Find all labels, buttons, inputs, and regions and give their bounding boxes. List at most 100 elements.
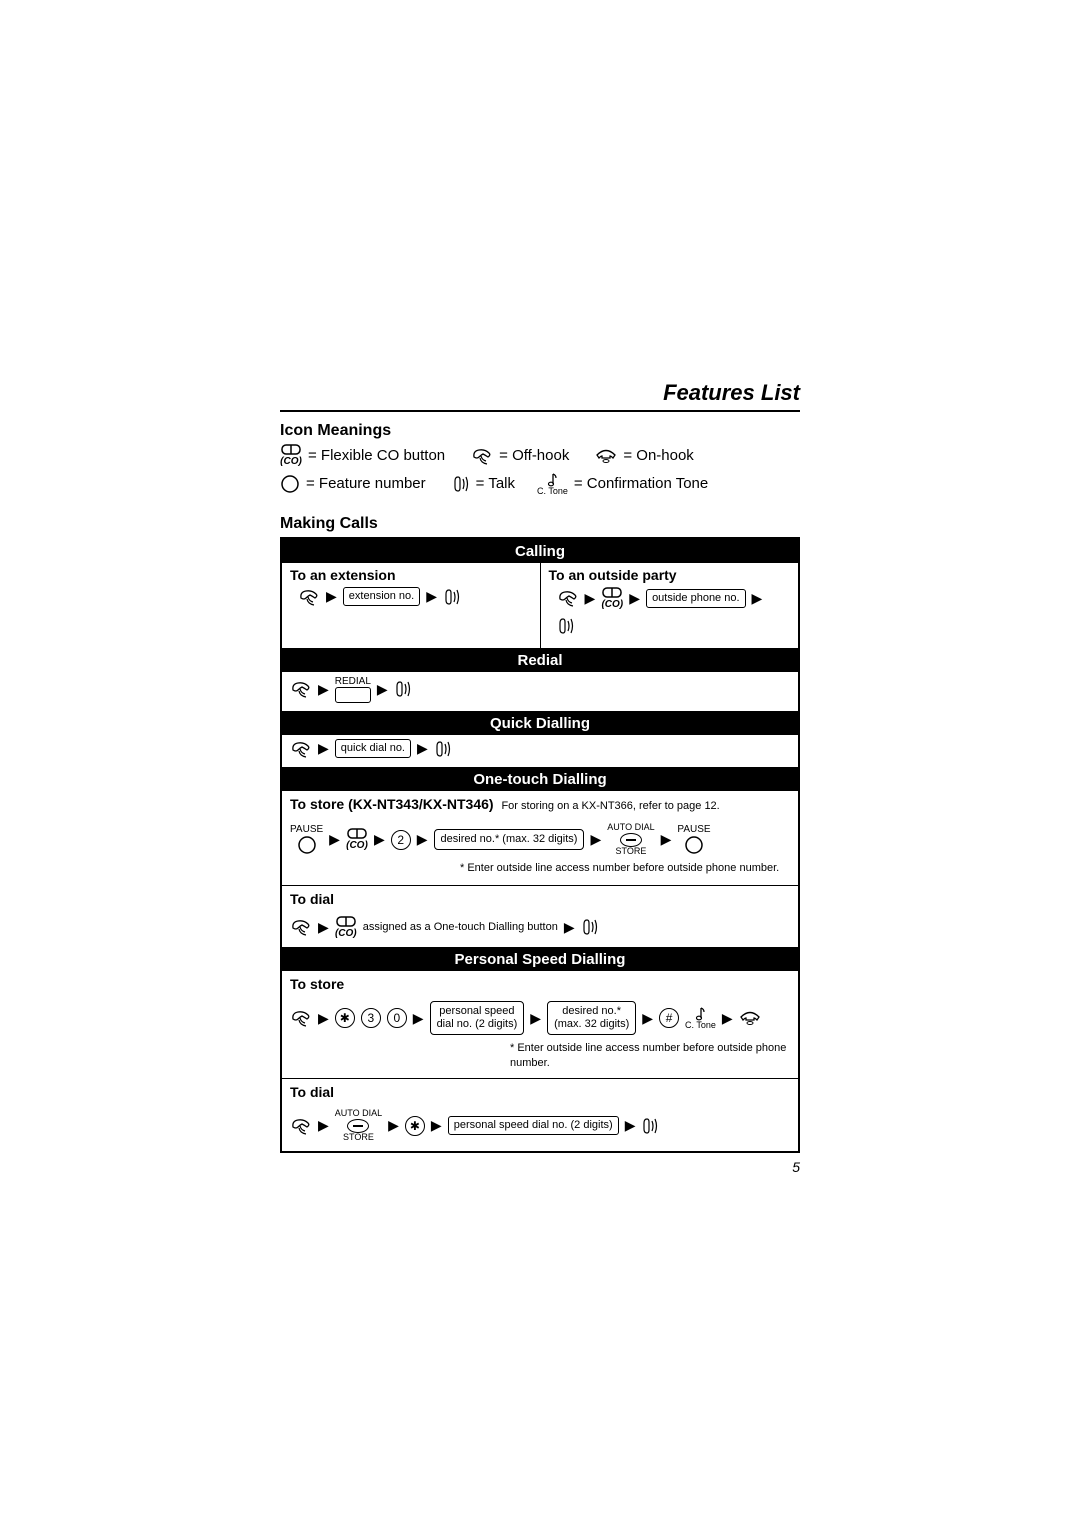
desired-no-box: desired no.* (max. 32 digits) — [434, 829, 585, 850]
arrow-icon: ▶ — [318, 919, 329, 936]
onetouch-store-flow: PAUSE ▶ (CO) ▶ 2 ▶ desired no.* (max. 32… — [282, 817, 798, 885]
offhook-icon — [290, 918, 312, 936]
legend-row-1: (CO) = Flexible CO button = Off-hook = O… — [280, 444, 800, 467]
personal-store-label: To store — [282, 971, 798, 997]
features-table: Calling To an extension ▶ extension no. … — [280, 537, 800, 1153]
arrow-icon: ▶ — [318, 1010, 329, 1027]
talk-icon — [581, 917, 599, 937]
personal-header: Personal Speed Dialling — [282, 947, 798, 971]
redial-header: Redial — [282, 648, 798, 672]
personal-dial-label: To dial — [282, 1078, 798, 1105]
arrow-icon: ▶ — [377, 681, 388, 698]
personal-note: * Enter outside line access number befor… — [290, 1041, 790, 1070]
arrow-icon: ▶ — [318, 1117, 329, 1134]
autodial-store-button: AUTO DIAL STORE — [335, 1109, 382, 1143]
onetouch-header: One-touch Dialling — [282, 767, 798, 791]
onhook-icon — [739, 1010, 761, 1026]
onhook-label: = On-hook — [623, 447, 693, 464]
co-icon: (CO) — [280, 444, 302, 467]
legend-row-2: = Feature number = Talk C. Tone = Confir… — [280, 471, 800, 497]
personal-store-flow: ▶ ✱ 3 0 ▶ personal speeddial no. (2 digi… — [282, 997, 798, 1078]
quick-dial-box: quick dial no. — [335, 739, 411, 758]
offhook-icon — [557, 589, 579, 607]
zero-key: 0 — [387, 1008, 407, 1028]
feature-circle-icon — [280, 474, 300, 494]
arrow-icon: ▶ — [417, 831, 428, 848]
quick-flow: ▶ quick dial no. ▶ — [282, 735, 798, 767]
quick-header: Quick Dialling — [282, 711, 798, 735]
feature-label: = Feature number — [306, 475, 426, 492]
arrow-icon: ▶ — [752, 590, 763, 607]
offhook-icon — [290, 1009, 312, 1027]
talk-icon — [434, 739, 452, 759]
hash-key: # — [659, 1008, 679, 1028]
talk-icon — [443, 587, 461, 607]
arrow-icon: ▶ — [431, 1117, 442, 1134]
psd2-box: personal speed dial no. (2 digits) — [448, 1116, 619, 1135]
assigned-note: assigned as a One-touch Dialling button — [363, 920, 558, 934]
arrow-icon: ▶ — [413, 1010, 424, 1027]
offhook-icon — [471, 447, 493, 465]
star-key: ✱ — [335, 1008, 355, 1028]
to-outside-label: To an outside party — [549, 567, 791, 583]
ctone-label: = Confirmation Tone — [574, 475, 708, 492]
offhook-icon — [298, 588, 320, 606]
personal-dial-flow: ▶ AUTO DIAL STORE ▶ ✱ ▶ personal speed d… — [282, 1105, 798, 1151]
talk-icon — [452, 474, 470, 494]
arrow-icon: ▶ — [318, 740, 329, 757]
arrow-icon: ▶ — [326, 588, 337, 605]
talk-label: = Talk — [476, 475, 515, 492]
arrow-icon: ▶ — [417, 740, 428, 757]
co-icon: (CO) — [601, 587, 623, 610]
making-calls-heading: Making Calls — [280, 515, 800, 533]
page-number: 5 — [280, 1159, 800, 1175]
arrow-icon: ▶ — [661, 831, 672, 848]
pause-button: PAUSE — [677, 824, 710, 855]
page-content: Features List Icon Meanings (CO) = Flexi… — [280, 380, 800, 1175]
co-icon: (CO) — [335, 916, 357, 939]
arrow-icon: ▶ — [426, 588, 437, 605]
onetouch-dial-flow: ▶ (CO) assigned as a One-touch Dialling … — [282, 912, 798, 947]
icon-meanings-heading: Icon Meanings — [280, 422, 800, 440]
arrow-icon: ▶ — [585, 590, 596, 607]
autodial-store-button: AUTO DIAL STORE — [607, 823, 654, 857]
onetouch-dial-label: To dial — [282, 885, 798, 912]
calling-row: To an extension ▶ extension no. ▶ To an … — [282, 563, 798, 648]
two-key: 2 — [391, 830, 411, 850]
offhook-icon — [290, 1117, 312, 1135]
page-title: Features List — [280, 380, 800, 412]
offhook-icon — [290, 740, 312, 758]
talk-icon — [557, 616, 575, 636]
arrow-icon: ▶ — [642, 1010, 653, 1027]
onetouch-note: * Enter outside line access number befor… — [290, 861, 790, 875]
redial-flow: ▶ REDIAL ▶ — [282, 672, 798, 711]
ctone-icon: C. Tone — [537, 471, 568, 497]
co-label: = Flexible CO button — [308, 447, 445, 464]
arrow-icon: ▶ — [564, 919, 575, 936]
calling-header: Calling — [282, 539, 798, 563]
offhook-label: = Off-hook — [499, 447, 569, 464]
co-icon: (CO) — [346, 828, 368, 851]
arrow-icon: ▶ — [722, 1010, 733, 1027]
arrow-icon: ▶ — [374, 831, 385, 848]
ctone-icon: C. Tone — [685, 1005, 716, 1031]
psd-box: personal speeddial no. (2 digits) — [430, 1001, 525, 1035]
desired-box: desired no.*(max. 32 digits) — [547, 1001, 636, 1035]
star-key: ✱ — [405, 1116, 425, 1136]
extension-no-box: extension no. — [343, 587, 420, 606]
arrow-icon: ▶ — [388, 1117, 399, 1134]
onetouch-store: To store (KX-NT343/KX-NT346) For storing… — [282, 791, 798, 817]
talk-icon — [394, 679, 412, 699]
arrow-icon: ▶ — [590, 831, 601, 848]
offhook-icon — [290, 680, 312, 698]
outside-no-box: outside phone no. — [646, 589, 745, 608]
arrow-icon: ▶ — [530, 1010, 541, 1027]
arrow-icon: ▶ — [629, 590, 640, 607]
arrow-icon: ▶ — [318, 681, 329, 698]
redial-button: REDIAL — [335, 676, 371, 703]
talk-icon — [641, 1116, 659, 1136]
three-key: 3 — [361, 1008, 381, 1028]
arrow-icon: ▶ — [329, 831, 340, 848]
pause-button: PAUSE — [290, 824, 323, 855]
onhook-icon — [595, 448, 617, 464]
